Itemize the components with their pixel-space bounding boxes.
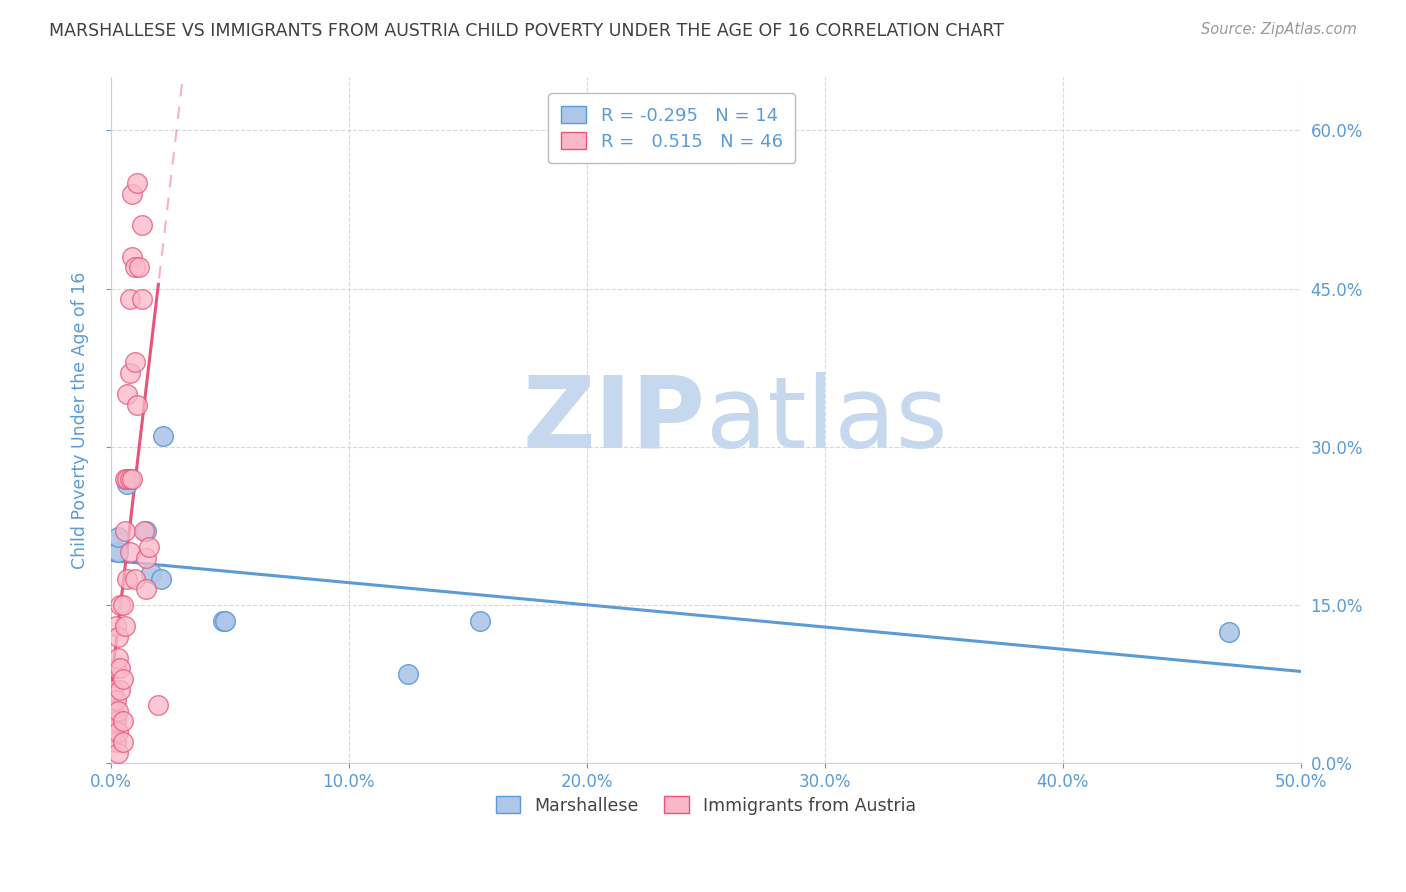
Point [117,471,139,485]
Point [1218,624,1240,639]
Point [117,476,139,491]
Legend: Marshallese, Immigrants from Austria: Marshallese, Immigrants from Austria [486,788,924,823]
Point [107,651,129,665]
Point [124,572,146,586]
Point [125,398,148,412]
Point [135,550,157,565]
Point [111,735,134,749]
Point [107,724,129,739]
Point [111,714,134,729]
Point [104,735,127,749]
Point [121,250,143,264]
Text: ZIP: ZIP [523,372,706,469]
Point [104,714,127,729]
Point [118,545,141,559]
Point [107,704,129,718]
Point [117,572,139,586]
Point [141,566,163,581]
Point [152,429,174,443]
Point [149,572,172,586]
Point [104,709,127,723]
Point [104,619,127,633]
Point [101,724,124,739]
Point [132,524,155,539]
Point [396,666,419,681]
Point [148,698,170,713]
Point [107,530,129,544]
Point [107,545,129,559]
Point [118,471,141,485]
Point [128,260,150,275]
Point [101,682,124,697]
Y-axis label: Child Poverty Under the Age of 16: Child Poverty Under the Age of 16 [72,272,89,569]
Point [114,471,136,485]
Point [117,387,139,401]
Point [104,693,127,707]
Point [121,186,143,201]
Point [135,582,157,597]
Point [211,614,233,628]
Text: Source: ZipAtlas.com: Source: ZipAtlas.com [1201,22,1357,37]
Point [110,598,132,612]
Point [104,661,127,675]
Point [125,176,148,190]
Point [124,355,146,369]
Point [107,746,129,760]
Text: MARSHALLESE VS IMMIGRANTS FROM AUSTRIA CHILD POVERTY UNDER THE AGE OF 16 CORRELA: MARSHALLESE VS IMMIGRANTS FROM AUSTRIA C… [49,22,1004,40]
Point [131,218,153,232]
Point [135,524,157,539]
Point [131,292,153,306]
Point [121,471,143,485]
Point [110,661,132,675]
Point [110,682,132,697]
Point [101,704,124,718]
Point [114,619,136,633]
Text: atlas: atlas [706,372,948,469]
Point [214,614,236,628]
Point [118,471,141,485]
Point [138,540,160,554]
Point [118,292,141,306]
Point [111,672,134,686]
Point [114,524,136,539]
Point [468,614,491,628]
Point [118,366,141,380]
Point [107,630,129,644]
Point [111,598,134,612]
Point [124,260,146,275]
